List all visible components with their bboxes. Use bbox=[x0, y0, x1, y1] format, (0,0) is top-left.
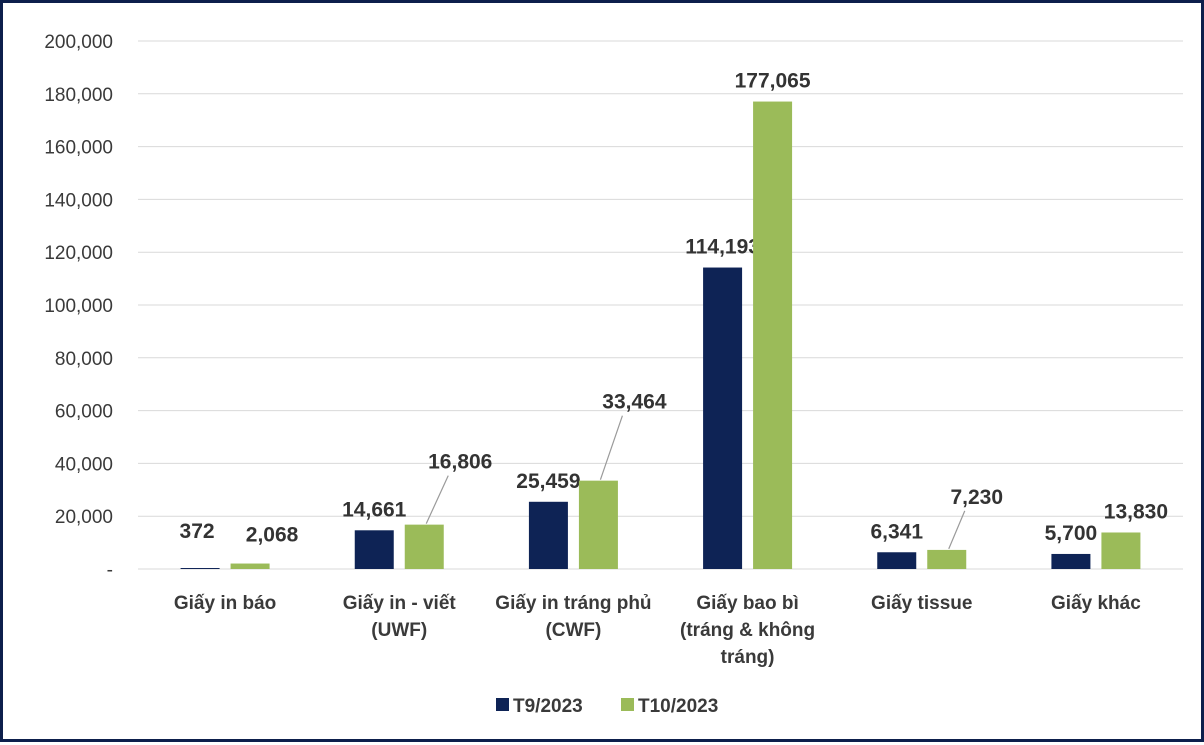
category-label: Giấy khác bbox=[1051, 593, 1141, 614]
y-tick-label: 120,000 bbox=[44, 243, 113, 264]
y-tick-label: 80,000 bbox=[55, 349, 113, 370]
bar-T9/2023-5 bbox=[1051, 553, 1091, 569]
bar-T10/2023-1 bbox=[404, 524, 444, 569]
data-label-leader bbox=[599, 415, 623, 480]
bar-T9/2023-0 bbox=[180, 568, 220, 569]
data-label-leader bbox=[425, 475, 449, 524]
category-label: Giấy in báo bbox=[174, 593, 276, 614]
bar-T10/2023-3 bbox=[753, 101, 793, 569]
legend-swatch bbox=[621, 698, 634, 711]
bar-T9/2023-3 bbox=[703, 267, 743, 569]
data-label: 114,193 bbox=[685, 236, 760, 259]
bar-T9/2023-4 bbox=[877, 552, 917, 569]
bar-T10/2023-4 bbox=[927, 549, 967, 569]
category-label: tráng) bbox=[721, 647, 775, 668]
category-label: Giấy bao bì bbox=[696, 593, 798, 614]
y-tick-label: 60,000 bbox=[55, 402, 113, 423]
bar-T9/2023-2 bbox=[528, 501, 568, 569]
data-label: 177,065 bbox=[735, 70, 811, 93]
y-tick-label: 140,000 bbox=[44, 190, 113, 211]
data-label: 13,830 bbox=[1104, 500, 1168, 523]
y-tick-label: 160,000 bbox=[44, 138, 113, 159]
data-label: 2,068 bbox=[246, 524, 299, 547]
legend-swatch bbox=[496, 698, 509, 711]
y-tick-label: 180,000 bbox=[44, 85, 113, 106]
y-tick-label: 40,000 bbox=[55, 454, 113, 475]
y-tick-label: 100,000 bbox=[44, 296, 113, 317]
legend-label: T10/2023 bbox=[638, 696, 718, 717]
category-label: Giấy in - viết bbox=[343, 593, 457, 614]
y-tick-label: - bbox=[107, 560, 113, 581]
data-label: 5,700 bbox=[1045, 522, 1098, 545]
bar-T9/2023-1 bbox=[354, 530, 394, 569]
data-label: 7,230 bbox=[950, 486, 1003, 509]
data-label: 372 bbox=[180, 520, 215, 543]
bar-T10/2023-2 bbox=[578, 480, 618, 569]
y-tick-label: 200,000 bbox=[44, 32, 113, 53]
data-label: 6,341 bbox=[870, 520, 923, 543]
data-label: 25,459 bbox=[516, 470, 580, 493]
category-label: Giấy in tráng phủ bbox=[495, 593, 651, 614]
legend-label: T9/2023 bbox=[513, 696, 583, 717]
data-label: 33,464 bbox=[602, 391, 667, 414]
data-label: 14,661 bbox=[342, 498, 407, 521]
category-label: (tráng & không bbox=[680, 620, 815, 641]
bar-chart: - 20,000 40,000 60,000 80,000 100,000 120,000 1… bbox=[44, 32, 1183, 717]
category-label: Giấy tissue bbox=[871, 593, 972, 614]
bar-T10/2023-5 bbox=[1101, 532, 1141, 569]
y-tick-label: 20,000 bbox=[55, 507, 113, 528]
category-label: (UWF) bbox=[371, 620, 427, 641]
bar-T10/2023-0 bbox=[230, 563, 270, 569]
data-label: 16,806 bbox=[428, 451, 492, 474]
data-label-leader bbox=[948, 510, 966, 550]
category-label: (CWF) bbox=[545, 620, 601, 641]
